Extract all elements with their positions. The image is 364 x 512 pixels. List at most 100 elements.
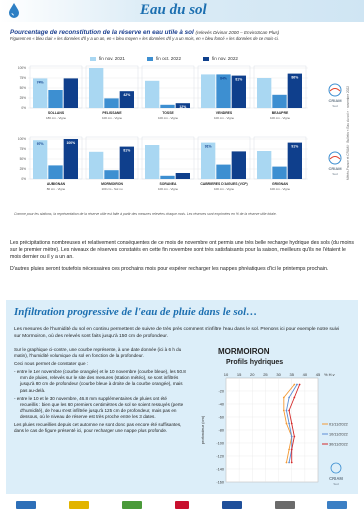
series-point bbox=[290, 448, 293, 451]
side-note: Météo-France et CRIAM · Bulletin « Eau d… bbox=[346, 85, 350, 180]
category-label: PELISSANE bbox=[102, 111, 122, 115]
y-tick-label: -100 bbox=[216, 441, 224, 445]
legend-label: 01/11/2022 bbox=[329, 422, 348, 426]
bar-data-label: 97% bbox=[37, 142, 44, 146]
category-sublabel: 100 cm - Vigne bbox=[214, 187, 234, 191]
bar bbox=[216, 164, 231, 179]
svg-text:Sud: Sud bbox=[332, 172, 338, 176]
y-tick-label: -80 bbox=[219, 428, 225, 432]
y-tick-label: 0% bbox=[21, 177, 26, 181]
info-lead: Sur le graphique ci-contre, une courbe r… bbox=[14, 347, 182, 359]
y-tick-label: 100% bbox=[18, 137, 26, 141]
series-point bbox=[293, 435, 296, 438]
bar bbox=[48, 165, 63, 179]
svg-text:Sud: Sud bbox=[332, 104, 338, 108]
svg-text:CRIAM: CRIAM bbox=[328, 98, 342, 103]
profile-site: MORMOIRON bbox=[218, 347, 270, 356]
bar bbox=[287, 73, 302, 108]
category-sublabel: 100 cm - Sol nu bbox=[101, 187, 122, 191]
category-label: MORMOIRON bbox=[101, 182, 123, 186]
y-tick-label: -40 bbox=[219, 402, 225, 406]
category-label: SORANEA bbox=[160, 182, 178, 186]
bar bbox=[160, 175, 175, 179]
bar-data-label: 86% bbox=[291, 76, 298, 80]
x-tick-label: 10 bbox=[224, 372, 229, 377]
bar bbox=[119, 146, 134, 179]
bar-data-label: 74% bbox=[37, 80, 44, 84]
bar bbox=[272, 94, 287, 108]
legend-label: 30/11/2022 bbox=[329, 442, 348, 446]
info-constat: Ceci nous permet de constater que : bbox=[14, 361, 89, 367]
bar-data-label: 81% bbox=[123, 149, 130, 153]
logo-ring bbox=[330, 462, 342, 474]
bar bbox=[201, 74, 216, 108]
category-label: BEAUPRE bbox=[272, 111, 289, 115]
category-label: AUBIGNAN bbox=[47, 182, 66, 186]
info-title: Infiltration progressive de l'eau de plu… bbox=[14, 306, 258, 318]
partner-logo-5 bbox=[221, 501, 242, 509]
y-tick-label: 50% bbox=[20, 86, 27, 90]
series-point bbox=[293, 383, 296, 386]
bar bbox=[63, 78, 78, 108]
legend-swatch bbox=[90, 56, 96, 61]
y-tick-label: 25% bbox=[20, 96, 27, 100]
series-point bbox=[288, 448, 290, 451]
criam-logo: CRIAM Sud bbox=[328, 83, 342, 108]
category-label: TOSSE bbox=[162, 111, 174, 115]
series-point bbox=[282, 396, 285, 399]
bar bbox=[257, 78, 272, 108]
category-label: VENDRES bbox=[216, 111, 233, 115]
category-sublabel: 100 cm - Vigne bbox=[214, 116, 234, 120]
legend-item: fin nov. 2021 bbox=[90, 56, 125, 61]
footer-logos bbox=[0, 498, 364, 512]
partner-logo-4 bbox=[174, 501, 189, 509]
bar bbox=[119, 91, 134, 108]
header-band bbox=[0, 0, 364, 22]
category-label: GRIGNAN bbox=[272, 182, 289, 186]
x-tick-label: 25 bbox=[263, 372, 268, 377]
bar bbox=[33, 78, 48, 108]
bar bbox=[201, 142, 216, 179]
y-tick-label: -120 bbox=[216, 454, 224, 458]
x-tick-label: 45 bbox=[316, 372, 321, 377]
bar-data-label: 84% bbox=[220, 76, 227, 80]
info-body: Sur le graphique ci-contre, une courbe r… bbox=[14, 347, 186, 436]
bar bbox=[231, 75, 246, 108]
series-point bbox=[288, 422, 290, 425]
bar-data-label: 12% bbox=[179, 105, 186, 109]
info-bullet-1: - entre le 1er novembre (courbe orangée)… bbox=[14, 369, 186, 393]
bar bbox=[145, 145, 160, 179]
legend-swatch bbox=[146, 56, 153, 61]
series-point bbox=[285, 409, 288, 412]
category-sublabel: 100 cm - Vigne bbox=[158, 116, 178, 120]
bar bbox=[175, 173, 190, 179]
bar bbox=[216, 74, 231, 108]
y-tick-label: -140 bbox=[216, 467, 224, 471]
series-point bbox=[296, 383, 298, 386]
category-sublabel: 100 cm - Vigne bbox=[158, 187, 178, 191]
bar bbox=[104, 98, 119, 108]
info-bullet-2: - entre le 10 et le 30 novembre, 46.8 mm… bbox=[14, 395, 184, 419]
y-tick-label: 25% bbox=[20, 167, 27, 171]
y-tick-label: 0% bbox=[21, 106, 26, 110]
category-label: SOLLANS bbox=[48, 111, 65, 115]
x-axis-label: % H.v bbox=[324, 372, 335, 377]
y-tick-label: -160 bbox=[216, 480, 224, 484]
series-point bbox=[298, 383, 301, 386]
legend-label: 10/11/2022 bbox=[329, 432, 348, 436]
y-tick-label: -20 bbox=[219, 389, 225, 393]
series-point bbox=[288, 396, 290, 399]
category-label: CABRIERES D'AIGUES (VCP) bbox=[200, 182, 247, 186]
series-point bbox=[290, 435, 293, 438]
partner-logo-7 bbox=[327, 501, 348, 509]
bar bbox=[287, 142, 302, 179]
legend-item: fin oct. 2022 bbox=[146, 56, 181, 61]
panel-title: Pourcentage de reconstitution de la rése… bbox=[10, 29, 280, 36]
paragraph-1: Les précipitations nombreuses et relativ… bbox=[10, 240, 355, 261]
panel-subtitle: Figurent en « bleu clair » les données d… bbox=[10, 36, 279, 41]
info-outro: Les pluies recueillies depuis cet automn… bbox=[14, 422, 182, 434]
partner-logo-1 bbox=[16, 501, 37, 509]
